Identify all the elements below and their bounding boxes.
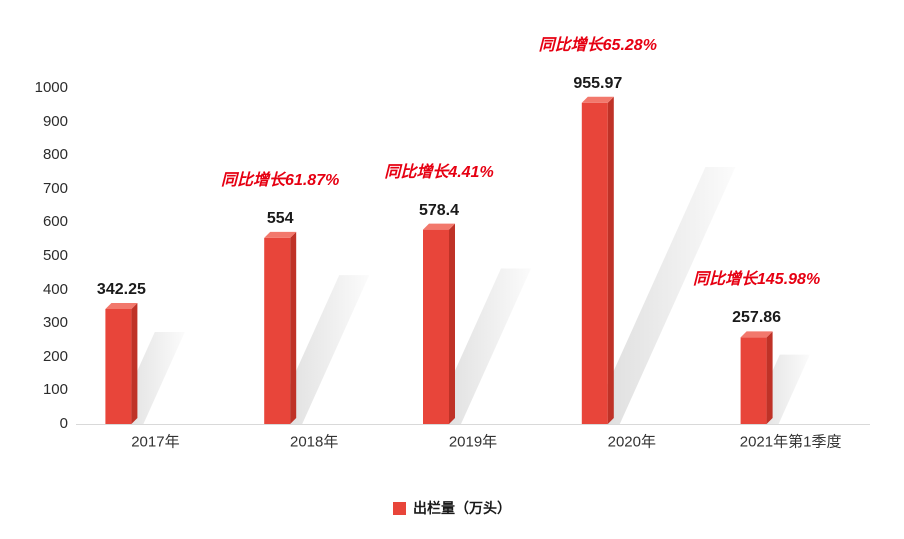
y-tick-label: 900 (42, 112, 68, 130)
bar-top (581, 96, 614, 103)
bar-front (264, 237, 291, 424)
y-tick-label: 600 (42, 213, 68, 231)
bar-shadow (431, 268, 531, 424)
y-axis: 0 100 200 300 400 500 600 700 800 900 1000 (0, 0, 68, 539)
bar-front (105, 309, 132, 424)
bar-side (449, 223, 455, 424)
bar-side (131, 303, 138, 424)
bar-side (766, 331, 773, 424)
bar-front (423, 229, 449, 424)
bar-shadow (589, 167, 736, 424)
bar-front (740, 337, 767, 424)
bar-top (740, 331, 773, 338)
y-tick-label: 400 (42, 280, 68, 298)
bar-top (105, 303, 138, 310)
bar-shadow (272, 275, 370, 424)
legend-swatch-icon (393, 501, 406, 515)
bar-side (290, 231, 297, 424)
y-tick-label: 100 (42, 381, 68, 399)
y-tick-label: 0 (59, 415, 68, 432)
y-tick-label: 1000 (34, 79, 68, 96)
y-tick-label: 500 (42, 247, 68, 264)
y-tick-label: 700 (42, 179, 68, 197)
legend-label: 出栏量（万头） (413, 500, 511, 516)
bar-front (581, 102, 608, 425)
bar-top (423, 223, 455, 230)
bar-side (607, 96, 614, 425)
y-tick-label: 300 (42, 314, 68, 332)
bar-top (264, 231, 297, 238)
legend: 出栏量（万头） (393, 498, 511, 518)
y-tick-label: 800 (42, 146, 68, 164)
y-tick-label: 200 (42, 347, 68, 365)
